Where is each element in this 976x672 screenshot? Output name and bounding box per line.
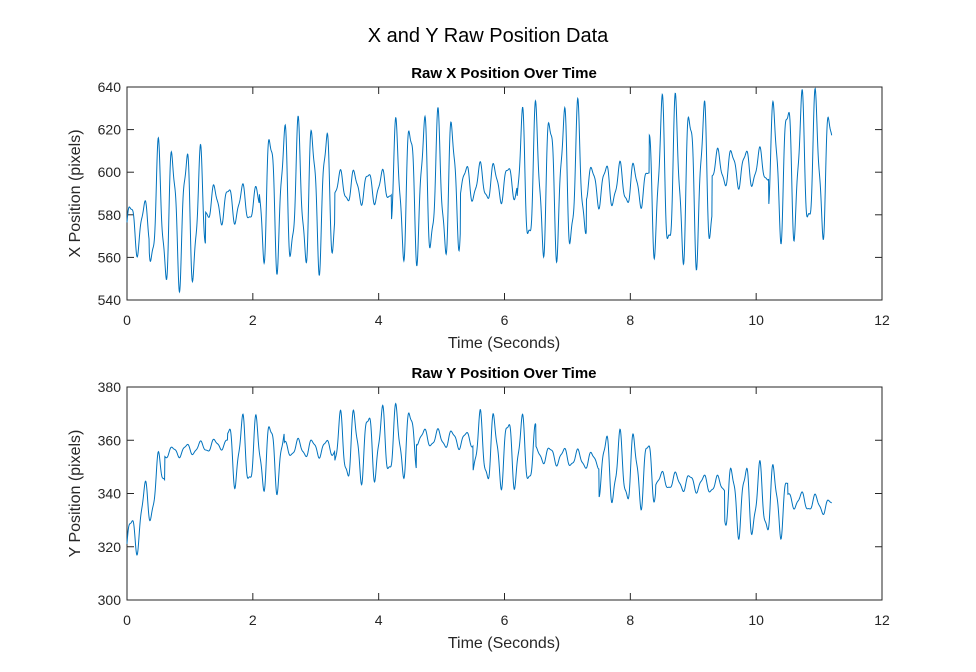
x-plot-xtick-label: 0 xyxy=(123,312,131,328)
y-plot-xlabel: Time (Seconds) xyxy=(448,635,560,652)
x-plot-ticks: 0 2 4 6 8 10 12 540 560 580 600 620 640 xyxy=(98,79,890,328)
y-plot-xtick-label: 12 xyxy=(874,612,890,628)
y-position-subplot: Raw Y Position Over Time 0 2 4 6 8 10 12 300 320… xyxy=(67,365,890,652)
x-plot-area xyxy=(126,86,883,301)
x-position-series-line xyxy=(126,87,833,294)
y-plot-area xyxy=(126,386,883,601)
figure-title: X and Y Raw Position Data xyxy=(368,25,609,47)
y-plot-ylabel: Y Position (pixels) xyxy=(67,430,84,558)
x-plot-ytick-label: 560 xyxy=(98,249,122,265)
y-plot-ytick-label: 340 xyxy=(98,486,122,502)
x-plot-xtick-label: 12 xyxy=(874,312,890,328)
x-plot-ytick-label: 580 xyxy=(98,207,122,223)
y-plot-xtick-label: 6 xyxy=(501,612,509,628)
x-plot-xtick-label: 6 xyxy=(501,312,509,328)
x-plot-ytick-label: 620 xyxy=(98,122,122,138)
x-plot-ytick-label: 640 xyxy=(98,79,122,95)
y-plot-ytick-label: 380 xyxy=(98,379,122,395)
x-plot-xtick-label: 8 xyxy=(626,312,634,328)
y-plot-title: Raw Y Position Over Time xyxy=(411,365,596,382)
x-plot-xtick-label: 2 xyxy=(249,312,257,328)
y-plot-xtick-label: 4 xyxy=(375,612,383,628)
x-position-subplot: Raw X Position Over Time 0 2 4 6 8 10 12 540 560… xyxy=(67,65,890,352)
y-plot-xtick-label: 2 xyxy=(249,612,257,628)
x-plot-xtick-label: 10 xyxy=(748,312,764,328)
y-plot-ytick-label: 360 xyxy=(98,432,122,448)
y-plot-xtick-label: 8 xyxy=(626,612,634,628)
x-plot-xtick-label: 4 xyxy=(375,312,383,328)
y-plot-xtick-label: 10 xyxy=(748,612,764,628)
x-plot-ylabel: X Position (pixels) xyxy=(67,129,84,257)
x-plot-xlabel: Time (Seconds) xyxy=(448,335,560,352)
x-plot-ytick-label: 540 xyxy=(98,292,122,308)
y-plot-ticks: 0 2 4 6 8 10 12 300 320 340 360 380 xyxy=(98,379,890,628)
y-plot-ytick-label: 320 xyxy=(98,539,122,555)
x-plot-ytick-label: 600 xyxy=(98,164,122,180)
x-plot-title: Raw X Position Over Time xyxy=(411,65,597,82)
y-plot-xtick-label: 0 xyxy=(123,612,131,628)
y-position-series-line xyxy=(126,402,832,556)
y-plot-ytick-label: 300 xyxy=(98,592,122,608)
